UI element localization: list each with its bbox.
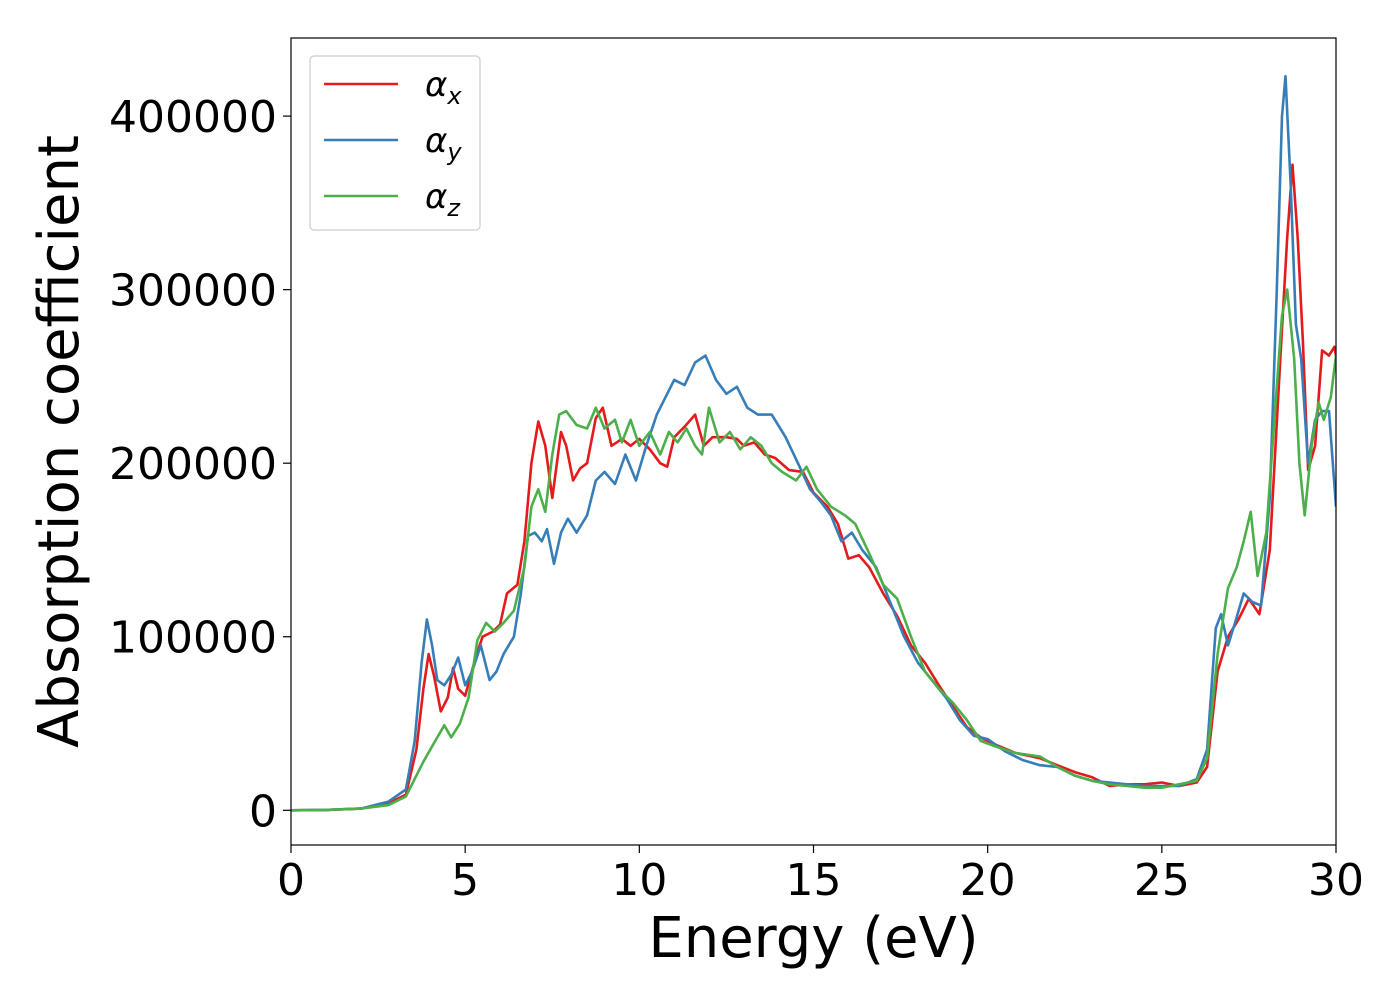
legend-label-x: αx — [425, 65, 462, 110]
x-axis: 0 5 10 15 20 25 30 — [277, 845, 1364, 906]
y-tick-label: 400000 — [109, 92, 277, 143]
x-tick-label: 5 — [451, 855, 479, 906]
y-tick-label: 200000 — [109, 439, 277, 490]
y-tick-label: 300000 — [109, 266, 277, 317]
x-tick-label: 20 — [960, 855, 1016, 906]
x-tick-label: 25 — [1134, 855, 1190, 906]
series-line-y — [291, 74, 1336, 812]
legend-label-z: αz — [425, 177, 461, 222]
x-tick-label: 30 — [1308, 855, 1364, 906]
series-line-z — [291, 288, 1336, 812]
series-line-x — [291, 163, 1336, 812]
x-axis-title: Energy (eV) — [648, 906, 978, 971]
legend: αx αy αz — [309, 55, 481, 231]
x-tick-label: 10 — [611, 855, 667, 906]
series-layer — [291, 74, 1336, 812]
y-tick-label: 0 — [249, 786, 277, 837]
legend-label-y: αy — [425, 121, 462, 166]
legend-box — [309, 55, 481, 231]
x-tick-label: 15 — [786, 855, 842, 906]
y-axis-title: Absorption coefficient — [27, 135, 92, 748]
y-tick-label: 100000 — [109, 613, 277, 664]
y-axis: 0 100000 200000 300000 400000 — [109, 92, 291, 837]
x-tick-label: 0 — [277, 855, 305, 906]
